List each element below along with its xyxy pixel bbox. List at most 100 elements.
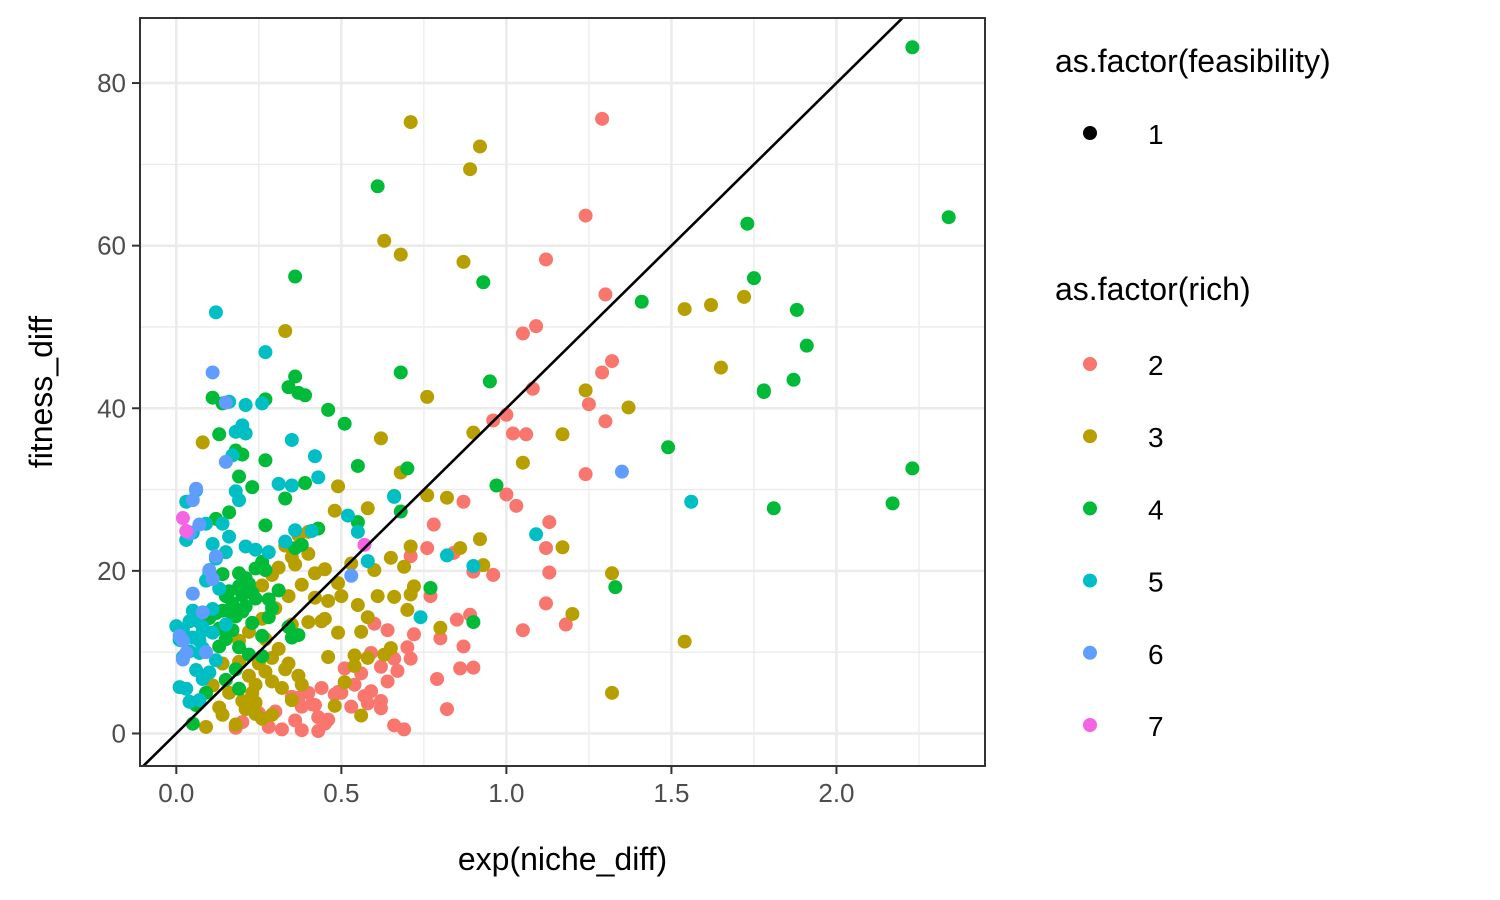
point-rich-2	[578, 208, 593, 223]
point-rich-2	[406, 627, 421, 642]
point-rich-3	[472, 139, 487, 154]
legend-label-feasibility: 1	[1148, 119, 1164, 150]
point-rich-4	[288, 269, 303, 284]
point-rich-2	[403, 549, 418, 564]
point-rich-2	[515, 623, 530, 638]
legend-label-rich: 5	[1148, 567, 1164, 598]
point-rich-2	[433, 631, 448, 646]
x-axis-title: exp(niche_diff)	[458, 841, 667, 877]
point-rich-4	[423, 580, 438, 595]
point-rich-3	[387, 589, 402, 604]
y-tick-label: 80	[97, 68, 126, 98]
point-rich-2	[453, 661, 468, 676]
point-rich-6	[185, 586, 200, 601]
point-rich-5	[208, 305, 223, 320]
point-rich-2	[578, 467, 593, 482]
point-rich-5	[258, 345, 273, 360]
y-tick-label: 0	[112, 718, 126, 748]
x-tick-label: 1.0	[488, 778, 524, 808]
point-rich-5	[215, 516, 230, 531]
point-rich-4	[905, 461, 920, 476]
point-rich-5	[192, 633, 207, 648]
legend-key-rich	[1083, 429, 1097, 444]
point-rich-2	[430, 672, 445, 687]
point-rich-3	[278, 324, 293, 339]
point-rich-3	[713, 360, 728, 375]
point-rich-4	[241, 647, 256, 662]
point-rich-4	[740, 216, 755, 231]
point-rich-4	[746, 271, 761, 286]
point-rich-3	[578, 383, 593, 398]
point-rich-3	[565, 606, 580, 621]
point-rich-3	[331, 625, 346, 640]
point-rich-3	[555, 540, 570, 555]
point-rich-2	[420, 541, 435, 556]
point-rich-2	[439, 702, 454, 717]
point-rich-3	[373, 431, 388, 446]
point-rich-5	[261, 545, 276, 560]
point-rich-3	[420, 488, 435, 503]
point-rich-3	[245, 685, 260, 700]
point-rich-7	[175, 511, 190, 526]
point-rich-3	[354, 708, 369, 723]
point-rich-3	[347, 658, 362, 673]
point-rich-3	[439, 490, 454, 505]
point-rich-6	[185, 493, 200, 508]
point-rich-2	[321, 712, 336, 727]
point-rich-2	[380, 674, 395, 689]
point-rich-4	[608, 580, 623, 595]
point-rich-2	[456, 494, 471, 509]
point-rich-6	[175, 633, 190, 648]
point-rich-6	[199, 645, 214, 660]
point-rich-4	[756, 385, 771, 399]
point-rich-4	[766, 501, 781, 516]
point-rich-4	[298, 388, 313, 403]
point-rich-7	[179, 524, 194, 539]
point-rich-6	[218, 395, 233, 410]
point-rich-3	[403, 115, 418, 130]
point-rich-5	[232, 493, 247, 508]
point-rich-3	[704, 298, 719, 313]
legend-key-rich	[1083, 501, 1097, 516]
point-rich-4	[350, 515, 365, 530]
point-rich-2	[515, 326, 530, 341]
legend-key-rich	[1083, 645, 1097, 660]
point-rich-4	[294, 537, 309, 552]
point-rich-2	[538, 541, 553, 556]
point-rich-3	[463, 162, 478, 177]
point-rich-4	[337, 416, 352, 431]
point-rich-2	[499, 487, 514, 502]
point-rich-3	[605, 566, 620, 581]
point-rich-6	[208, 549, 223, 564]
scatter-points	[169, 40, 956, 739]
point-rich-2	[274, 722, 289, 737]
point-rich-3	[265, 674, 280, 689]
point-rich-5	[284, 478, 299, 493]
point-rich-4	[466, 615, 481, 630]
x-tick-label: 0.5	[323, 778, 359, 808]
point-rich-2	[403, 651, 418, 666]
point-rich-5	[208, 653, 223, 668]
point-rich-5	[192, 693, 207, 708]
point-rich-4	[222, 505, 237, 520]
point-rich-4	[281, 619, 296, 634]
point-rich-6	[189, 481, 204, 496]
point-rich-5	[439, 548, 454, 563]
point-rich-4	[799, 338, 814, 353]
point-rich-5	[271, 476, 286, 491]
point-rich-3	[360, 501, 375, 516]
point-rich-4	[218, 672, 233, 687]
point-rich-3	[360, 610, 375, 625]
point-rich-4	[786, 372, 801, 387]
point-rich-2	[605, 354, 620, 369]
point-rich-4	[476, 275, 491, 290]
point-rich-4	[212, 427, 227, 442]
point-rich-4	[885, 496, 900, 511]
point-rich-2	[581, 397, 596, 412]
point-rich-3	[377, 233, 392, 248]
point-rich-2	[294, 723, 309, 738]
point-rich-4	[370, 179, 385, 194]
point-rich-3	[255, 578, 270, 593]
point-rich-3	[456, 254, 471, 269]
point-rich-5	[238, 426, 253, 441]
